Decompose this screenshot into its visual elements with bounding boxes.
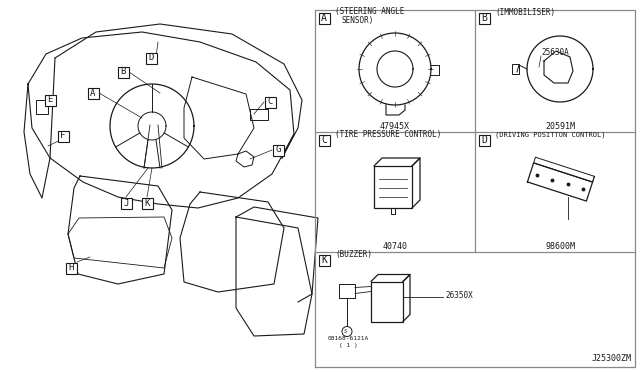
Text: 08168-6121A: 08168-6121A <box>328 337 369 341</box>
FancyBboxPatch shape <box>58 131 68 141</box>
Text: B: B <box>481 13 487 23</box>
FancyBboxPatch shape <box>141 198 152 208</box>
Text: 98600M: 98600M <box>545 242 575 251</box>
Text: 26350X: 26350X <box>445 292 473 301</box>
FancyBboxPatch shape <box>264 96 275 108</box>
Text: 20591M: 20591M <box>545 122 575 131</box>
Text: J: J <box>124 199 129 208</box>
FancyBboxPatch shape <box>88 87 99 99</box>
Bar <box>374 166 412 208</box>
Text: K: K <box>144 199 150 208</box>
Text: E: E <box>47 96 52 105</box>
Text: J25300ZM: J25300ZM <box>592 354 632 363</box>
Text: (TIRE PRESSURE CONTROL): (TIRE PRESSURE CONTROL) <box>335 130 442 139</box>
Text: K: K <box>321 255 327 265</box>
Text: (DRIVING POSITTON CONTROL): (DRIVING POSITTON CONTROL) <box>495 132 605 138</box>
Text: (IMMOBILISER): (IMMOBILISER) <box>495 8 555 17</box>
FancyBboxPatch shape <box>118 67 129 77</box>
Text: A: A <box>90 89 96 97</box>
Text: H: H <box>68 263 74 273</box>
Text: C: C <box>321 135 327 145</box>
FancyBboxPatch shape <box>120 198 131 208</box>
Bar <box>250 109 268 120</box>
Text: ( 1 ): ( 1 ) <box>339 343 357 347</box>
Text: D: D <box>148 54 154 62</box>
Bar <box>512 64 519 74</box>
Bar <box>371 282 403 321</box>
FancyBboxPatch shape <box>65 263 77 273</box>
FancyBboxPatch shape <box>319 254 330 266</box>
FancyBboxPatch shape <box>319 135 330 145</box>
Text: SENSOR): SENSOR) <box>341 16 373 25</box>
Text: F: F <box>60 131 66 141</box>
Text: (STEERING ANGLE: (STEERING ANGLE <box>335 7 404 16</box>
FancyBboxPatch shape <box>479 135 490 145</box>
Text: C: C <box>268 97 273 106</box>
Text: (BUZZER): (BUZZER) <box>335 250 372 259</box>
Text: G: G <box>275 145 281 154</box>
FancyBboxPatch shape <box>145 52 157 64</box>
Text: 47945X: 47945X <box>380 122 410 131</box>
Text: B: B <box>120 67 125 77</box>
FancyBboxPatch shape <box>45 94 56 106</box>
FancyBboxPatch shape <box>273 144 284 155</box>
Text: D: D <box>481 135 487 145</box>
Text: A: A <box>321 13 327 23</box>
FancyBboxPatch shape <box>479 13 490 23</box>
Bar <box>36 100 48 114</box>
FancyBboxPatch shape <box>319 13 330 23</box>
Text: 40740: 40740 <box>383 242 408 251</box>
Text: S: S <box>344 329 348 334</box>
Bar <box>339 283 355 298</box>
Text: 25630A: 25630A <box>541 48 569 57</box>
